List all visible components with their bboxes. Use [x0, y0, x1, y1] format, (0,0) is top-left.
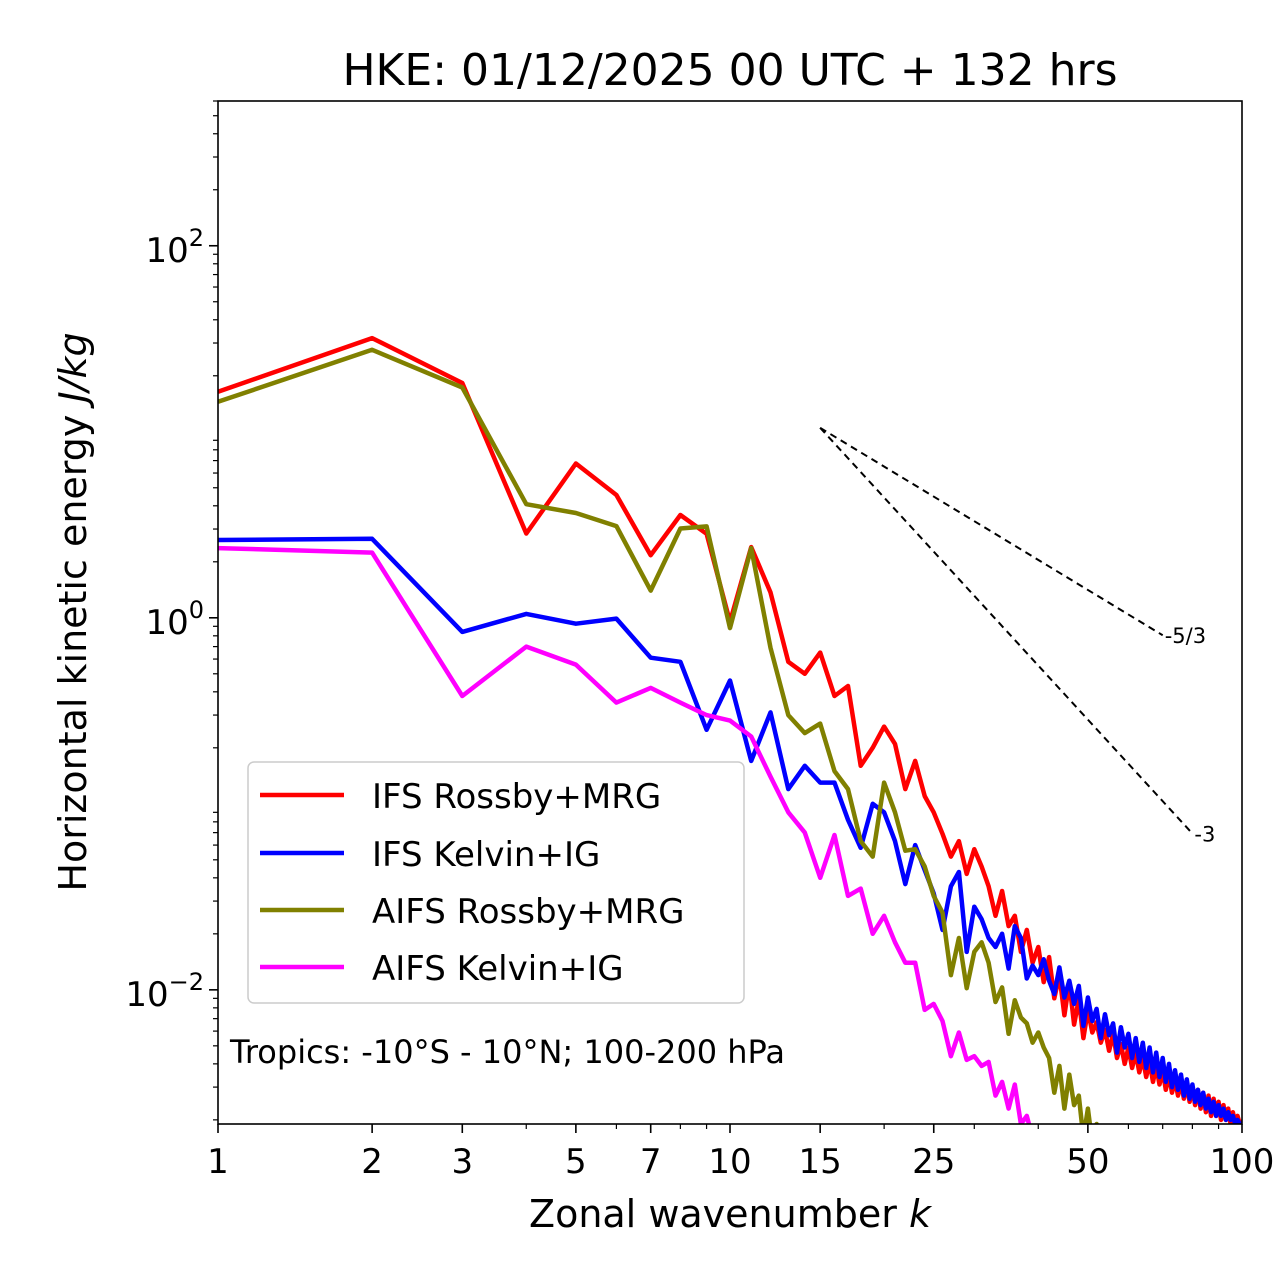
axis-ticks: 1 2 3 5 7 10 15 25 50 100 10−2 100 102 [125, 100, 1275, 1182]
x-tick-label: 5 [565, 1142, 587, 1182]
x-tick-label: 10 [708, 1142, 751, 1182]
x-tick-label: 1 [207, 1142, 229, 1182]
legend-label-aifs-kelvin: AIFS Kelvin+IG [372, 949, 624, 989]
region-annotation: Tropics: -10°S - 10°N; 100-200 hPa [229, 1033, 785, 1071]
legend-box [247, 761, 745, 1004]
y-axis-label: Horizontal kinetic energy J/kg [51, 332, 95, 891]
series-line-3 [218, 545, 1032, 1124]
x-tick-label: 2 [361, 1142, 383, 1182]
x-tick-label: 25 [912, 1142, 955, 1182]
series-layer [218, 335, 1242, 1124]
plot-frame [217, 100, 1243, 1125]
x-axis-label: Zonal wavenumber k [529, 1192, 933, 1236]
reference-line-label-0: -5/3 [1165, 624, 1206, 648]
chart-title: HKE: 01/12/2025 00 UTC + 132 hrs [342, 45, 1117, 96]
legend-label-ifs-kelvin: IFS Kelvin+IG [372, 835, 600, 875]
y-tick-label: 102 [145, 224, 204, 271]
reference-line-1 [819, 427, 1194, 835]
reference-lines: -5/3 -3 [819, 426, 1215, 847]
x-tick-label: 100 [1210, 1142, 1275, 1182]
y-tick-label: 100 [145, 596, 204, 643]
reference-line-label-1: -3 [1194, 823, 1215, 847]
x-tick-label: 3 [451, 1142, 473, 1182]
series-line-2 [218, 347, 1099, 1124]
legend-label-aifs-rossby: AIFS Rossby+MRG [372, 892, 684, 932]
series-line-1 [218, 536, 1242, 1124]
legend-label-ifs-rossby: IFS Rossby+MRG [372, 777, 661, 817]
x-tick-label: 50 [1066, 1142, 1109, 1182]
reference-line-0 [819, 426, 1164, 637]
legend: IFS Rossby+MRG IFS Kelvin+IG AIFS Rossby… [247, 761, 745, 1004]
x-tick-label: 7 [640, 1142, 662, 1182]
y-tick-label: 10−2 [125, 968, 204, 1015]
x-tick-label: 15 [799, 1142, 842, 1182]
